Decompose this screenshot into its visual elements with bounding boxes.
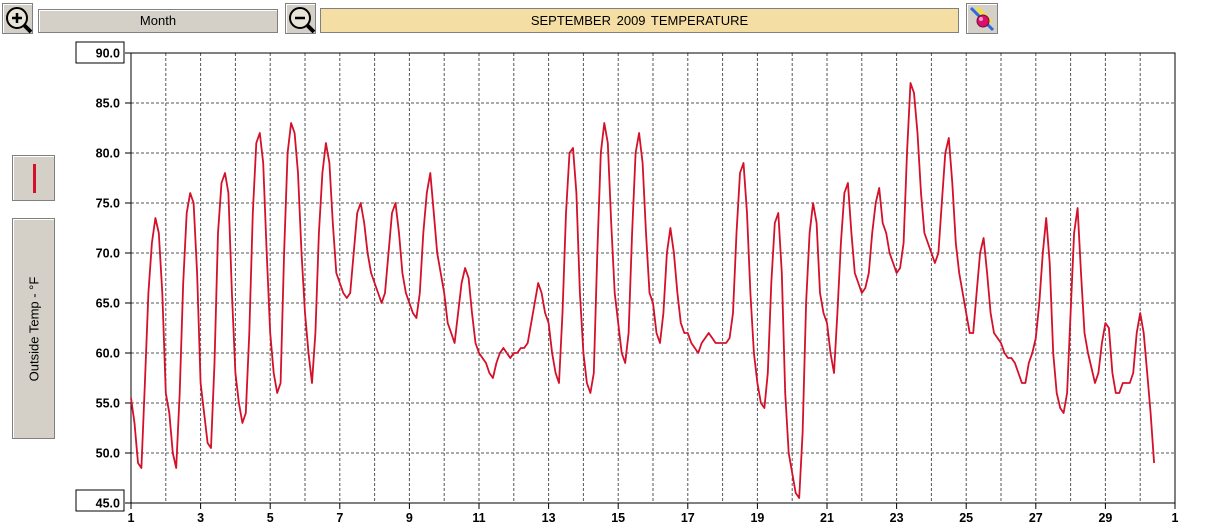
y-tick-label: 50.0 bbox=[96, 447, 120, 461]
plot-frame bbox=[130, 52, 1176, 504]
x-tick-label: 21 bbox=[820, 511, 834, 525]
x-tick-label: 25 bbox=[959, 511, 973, 525]
axes bbox=[125, 52, 1176, 509]
series-color-swatch bbox=[33, 164, 36, 193]
y-tick-label: 85.0 bbox=[96, 97, 120, 111]
x-tick-label: 1 bbox=[128, 511, 135, 525]
x-tick-label: 7 bbox=[336, 511, 343, 525]
y-tick-label: 55.0 bbox=[96, 397, 120, 411]
zoom-out-icon bbox=[289, 7, 316, 34]
x-tick-label: 1 bbox=[1172, 511, 1179, 525]
y-tick-labels: 90.0 85.0 80.0 75.0 70.0 65.0 60.0 55.0 50.0 45.0 bbox=[75, 41, 125, 512]
x-tick-labels: 1 3 5 7 9 11 13 15 17 19 21 23 25 27 29 1 bbox=[128, 511, 1179, 525]
x-tick-label: 27 bbox=[1029, 511, 1043, 525]
x-tick-label: 29 bbox=[1098, 511, 1112, 525]
x-tick-label: 13 bbox=[542, 511, 556, 525]
x-tick-label: 11 bbox=[472, 511, 485, 525]
marker-tool-icon bbox=[969, 6, 995, 32]
zoom-in-button[interactable] bbox=[2, 3, 33, 34]
x-tick-label: 19 bbox=[750, 511, 764, 525]
marker-tool-button[interactable] bbox=[966, 3, 998, 34]
y-limit-box bbox=[75, 41, 125, 64]
y-tick-label: 45.0 bbox=[96, 497, 120, 511]
series-legend-button[interactable] bbox=[12, 155, 55, 201]
grid bbox=[131, 53, 1175, 503]
y-tick-label: 70.0 bbox=[96, 247, 120, 261]
period-selector[interactable]: Month bbox=[38, 9, 278, 33]
y-tick-label: 65.0 bbox=[96, 297, 120, 311]
x-tick-label: 17 bbox=[681, 511, 695, 525]
y-axis-title-box: Outside Temp - °F bbox=[12, 218, 55, 439]
x-tick-label: 5 bbox=[267, 511, 274, 525]
x-tick-label: 3 bbox=[197, 511, 204, 525]
y-limit-box bbox=[75, 489, 125, 512]
chart-title: SEPTEMBER 2009 TEMPERATURE bbox=[320, 8, 959, 33]
y-tick-label: 60.0 bbox=[96, 347, 120, 361]
x-tick-label: 9 bbox=[406, 511, 413, 525]
y-tick-label: 80.0 bbox=[96, 147, 120, 161]
zoom-in-icon bbox=[6, 7, 33, 34]
x-tick-label: 15 bbox=[611, 511, 625, 525]
x-tick-label: 23 bbox=[890, 511, 904, 525]
y-tick-label: 90.0 bbox=[96, 47, 120, 61]
y-tick-label: 75.0 bbox=[96, 197, 120, 211]
temperature-series-line bbox=[130, 82, 1155, 499]
zoom-out-button[interactable] bbox=[285, 3, 316, 34]
